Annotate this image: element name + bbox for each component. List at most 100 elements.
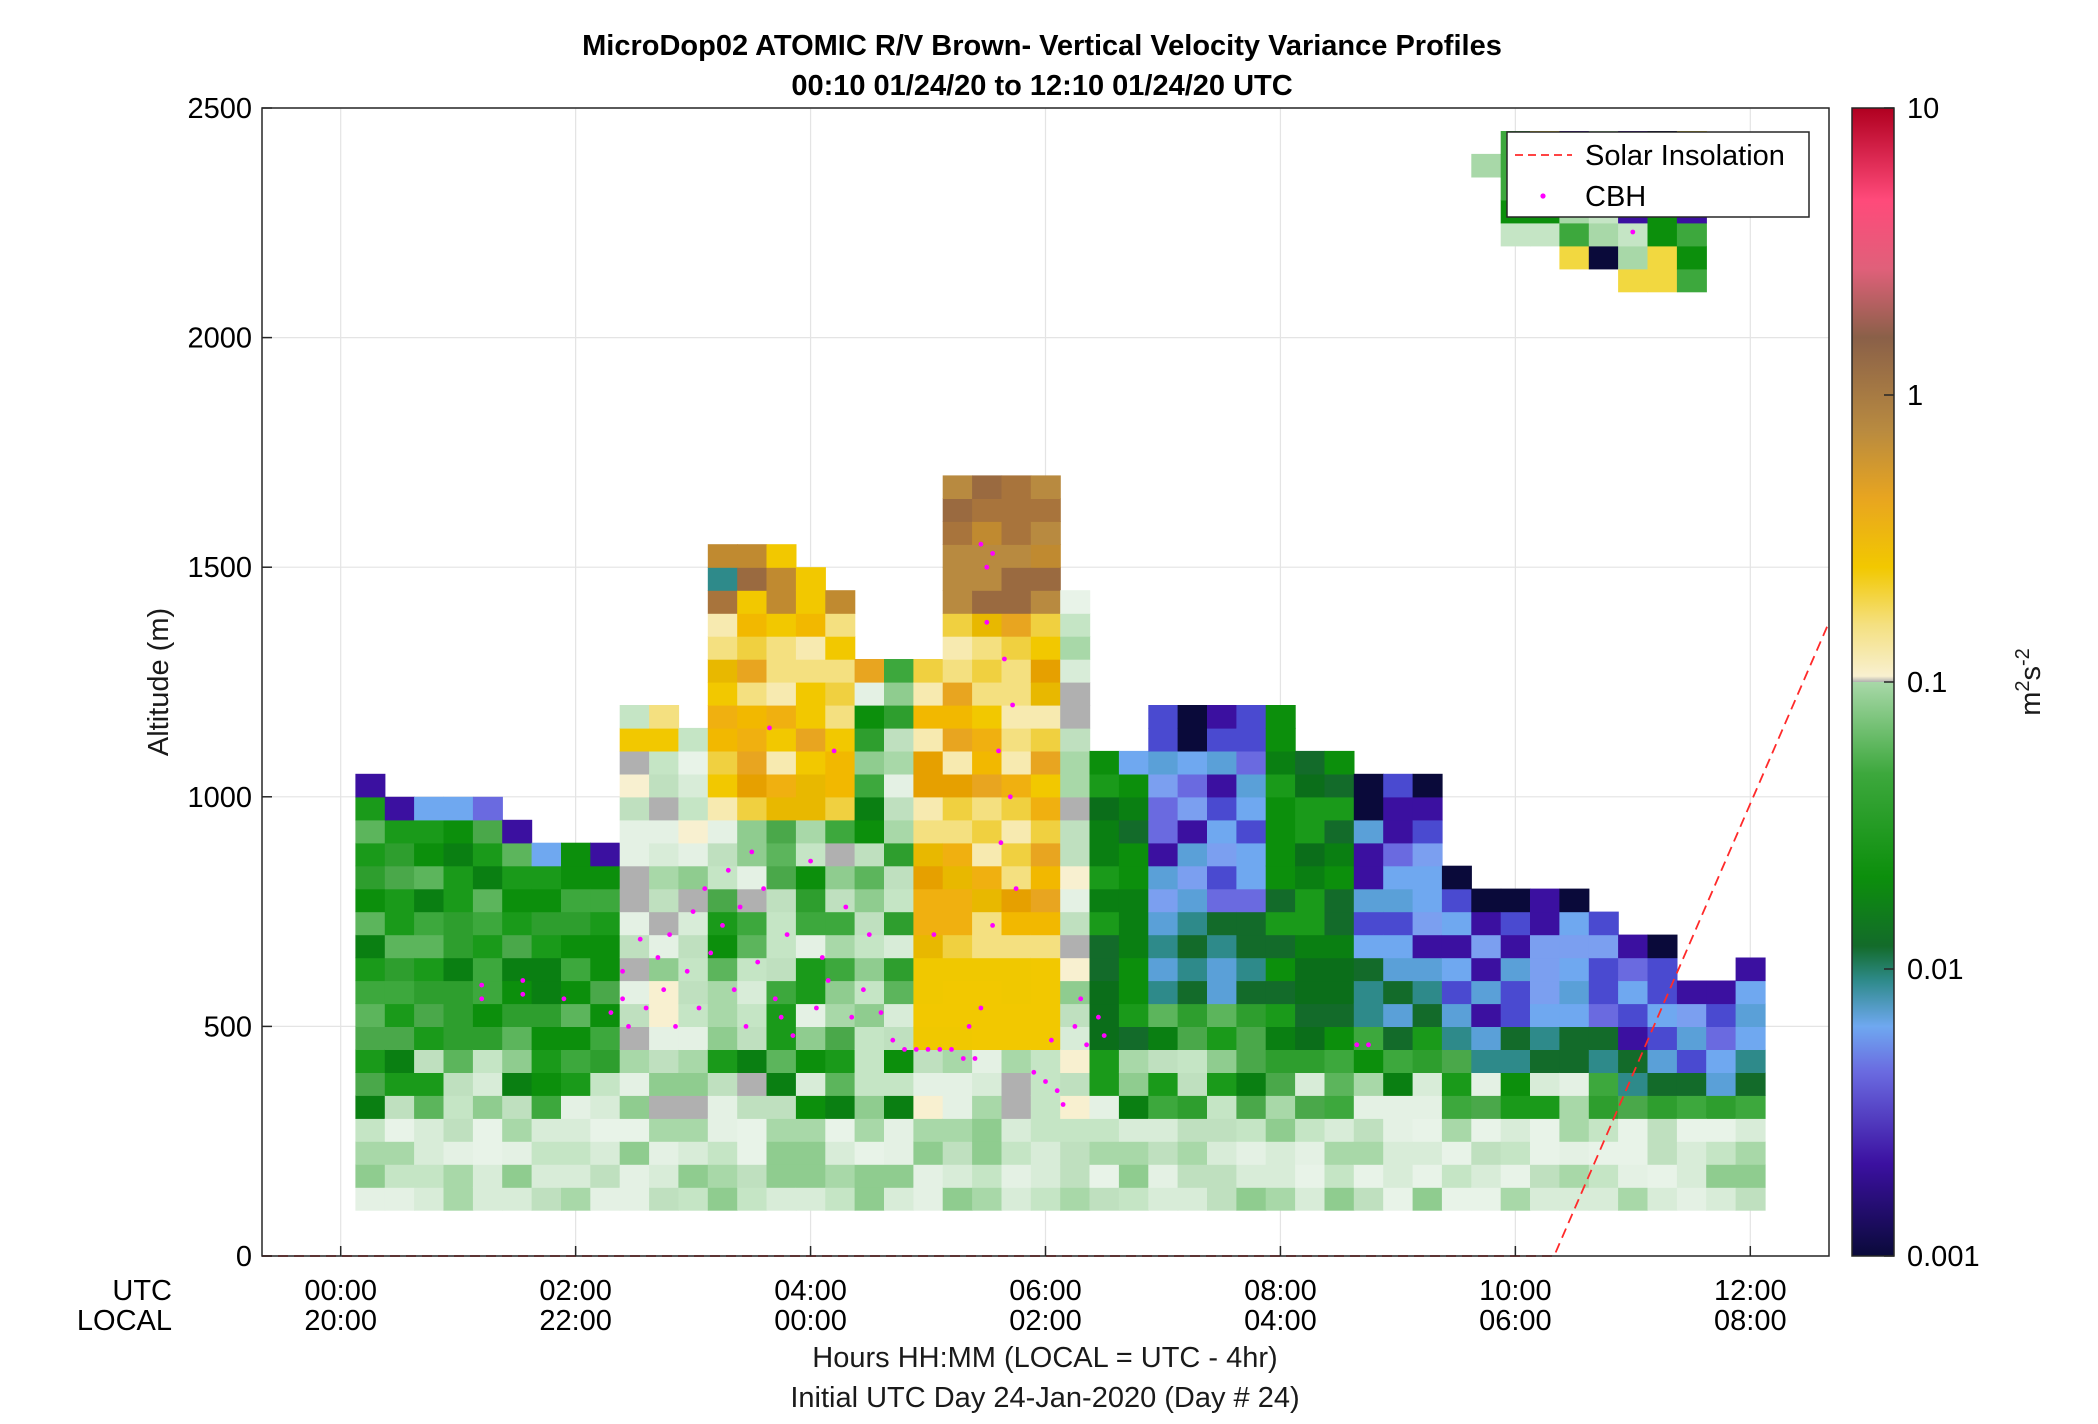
heatmap-cell: [561, 957, 591, 982]
x-tick-label-utc: 12:00: [1714, 1275, 1787, 1307]
heatmap-cell: [1060, 865, 1091, 890]
heatmap-cell: [1500, 1141, 1531, 1165]
heatmap-cell: [1207, 911, 1237, 936]
heatmap-cell: [1706, 980, 1737, 1005]
heatmap-cell: [1618, 1118, 1649, 1142]
heatmap-cell: [766, 1049, 797, 1073]
heatmap-cell: [825, 1187, 856, 1211]
heatmap-cell: [1060, 1187, 1091, 1211]
heatmap-cell: [355, 980, 386, 1005]
heatmap-cell: [678, 934, 709, 959]
heatmap-cell: [1030, 1164, 1061, 1188]
heatmap-cell: [737, 590, 768, 614]
cbh-point: [843, 904, 849, 910]
cbh-point: [479, 996, 485, 1002]
heatmap-cell: [707, 980, 738, 1005]
cbh-point: [1049, 1037, 1054, 1043]
heatmap-cell: [1236, 1118, 1267, 1142]
heatmap-cell: [1207, 1003, 1237, 1027]
heatmap-cell: [707, 773, 738, 798]
heatmap-cell: [1559, 1072, 1590, 1096]
heatmap-cell: [1118, 1141, 1149, 1165]
heatmap-cell: [414, 1164, 445, 1188]
heatmap-cell: [561, 842, 591, 867]
heatmap-cell: [737, 1003, 768, 1027]
heatmap-cell: [972, 957, 1003, 982]
heatmap-cell: [384, 888, 415, 913]
heatmap-cell: [1295, 934, 1326, 959]
heatmap-cell: [1060, 1026, 1091, 1050]
heatmap-cell: [972, 636, 1003, 660]
heatmap-cell: [825, 911, 856, 936]
heatmap-cell: [443, 1187, 474, 1211]
heatmap-cell: [795, 842, 826, 867]
heatmap-cell: [913, 773, 944, 798]
colorbar-label: m2s-2: [2012, 648, 2047, 716]
heatmap-cell: [1500, 957, 1531, 982]
heatmap-cell: [766, 1118, 797, 1142]
heatmap-cell: [1060, 911, 1091, 936]
heatmap-cell: [795, 1141, 826, 1165]
heatmap-cell: [1060, 1072, 1091, 1096]
heatmap-cell: [472, 1049, 503, 1073]
heatmap-cell: [531, 1164, 562, 1188]
heatmap-cell-upper: [1676, 222, 1707, 247]
colorbar-label-sup1: 2: [2012, 681, 2034, 692]
heatmap-cell: [1530, 934, 1560, 959]
heatmap-cell: [502, 1049, 533, 1073]
heatmap-cell: [1353, 957, 1384, 982]
heatmap-cell: [1383, 865, 1414, 890]
heatmap-cell: [443, 1026, 474, 1050]
heatmap-cell: [1588, 1026, 1619, 1050]
heatmap-cell: [678, 773, 709, 798]
heatmap-cell: [619, 1049, 650, 1073]
cbh-point: [990, 923, 995, 928]
heatmap-cell: [1559, 957, 1590, 982]
heatmap-cell: [825, 819, 856, 844]
y-axis-label: Altitude (m): [143, 608, 175, 756]
heatmap-cell: [1089, 819, 1120, 844]
heatmap-cell: [1295, 1095, 1326, 1119]
heatmap-cell: [1618, 1026, 1649, 1050]
heatmap-cell: [1706, 1072, 1737, 1096]
heatmap-cell: [1148, 980, 1179, 1005]
heatmap-cell: [1324, 865, 1355, 890]
heatmap-cell-upper: [1647, 245, 1678, 270]
heatmap-cell: [884, 1003, 914, 1027]
heatmap-cell: [1001, 980, 1032, 1005]
heatmap-cell: [1030, 796, 1061, 821]
heatmap-cell: [1030, 1026, 1061, 1050]
heatmap-cell: [1383, 1141, 1414, 1165]
heatmap-cell: [1265, 1026, 1296, 1050]
heatmap-cell: [355, 957, 386, 982]
heatmap-cell: [590, 1072, 621, 1096]
heatmap-cell: [1060, 796, 1091, 821]
cbh-point: [996, 748, 1001, 754]
heatmap-cell: [678, 750, 709, 775]
heatmap-cell: [443, 980, 474, 1005]
x-axis-label: Hours HH:MM (LOCAL = UTC - 4hr): [812, 1342, 1277, 1374]
heatmap-cell: [1118, 934, 1149, 959]
cbh-point: [866, 932, 872, 937]
heatmap-cell: [590, 911, 621, 936]
heatmap-cell: [1471, 934, 1502, 959]
heatmap-cell: [913, 659, 944, 683]
heatmap-cell: [678, 819, 709, 844]
heatmap-cell: [737, 980, 768, 1005]
heatmap-cell: [1236, 980, 1267, 1005]
heatmap-cell: [1735, 1049, 1766, 1073]
heatmap-cell: [1001, 1118, 1032, 1142]
heatmap-cell: [1118, 819, 1149, 844]
heatmap-cell: [1207, 1049, 1237, 1073]
heatmap-cell: [1295, 865, 1326, 890]
heatmap-cell: [678, 1026, 709, 1050]
heatmap-cell: [649, 1026, 680, 1050]
heatmap-cell: [1500, 1026, 1531, 1050]
heatmap-cell: [1647, 1026, 1678, 1050]
heatmap-cell: [1412, 980, 1443, 1005]
heatmap-cell: [1295, 957, 1326, 982]
heatmap-cell: [707, 865, 738, 890]
heatmap-cell: [1295, 750, 1326, 775]
heatmap-cell: [1383, 957, 1414, 982]
heatmap-cell: [1441, 1026, 1472, 1050]
